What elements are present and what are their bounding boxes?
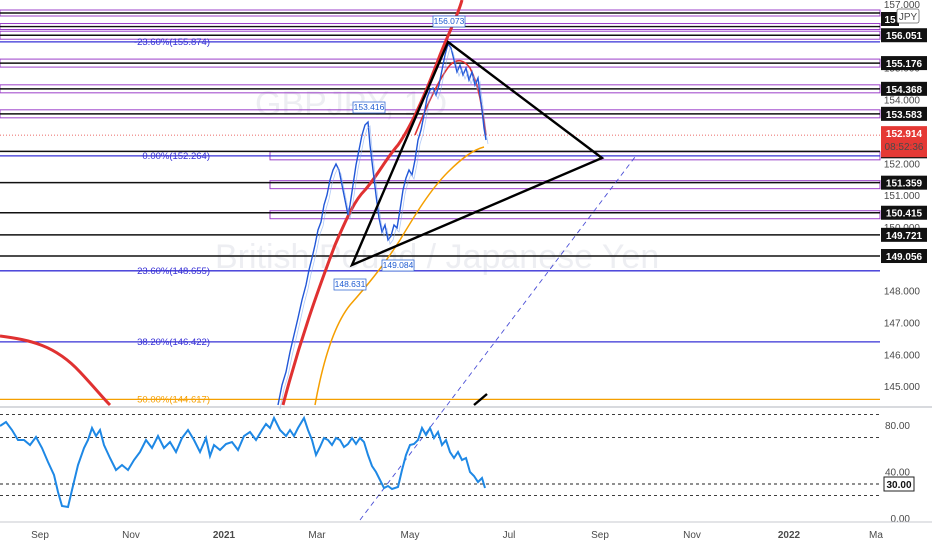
annotation-label: 148.631 [335,279,366,289]
price-tag [881,249,927,264]
annotation-label: 149.084 [383,260,414,270]
sma-fast-line [281,0,464,406]
annotation-label: 153.416 [354,102,385,112]
rsi-line [0,415,486,509]
x-tick-label: Sep [31,530,49,541]
sma-slow-line [314,146,485,406]
y-tick-label: 154.000 [884,96,921,107]
x-tick-label: 2022 [778,530,801,541]
annotation-box [432,15,466,28]
watermark-symbol: GBPJPY, 1D [255,85,447,123]
y-tick-label: 147.000 [884,319,921,330]
y-tick-label: 151.000 [884,191,921,202]
x-tick-label: Jul [503,530,516,541]
price-tag-label: 149.056 [886,252,923,263]
fib-level-label: 23.60%(148.655) [137,266,210,277]
price-tag-label: 151.359 [886,179,923,190]
y-tick-label: 157.000 [884,0,921,11]
price-tag [881,56,927,71]
price-tag [881,28,927,43]
rsi-tick-label: 0.00 [891,514,911,525]
y-tick-label: 148.000 [884,287,921,298]
annotation-box [333,278,367,291]
x-tick-label: Sep [591,530,609,541]
fib-level-label: 50.00%(144.617) [137,394,210,405]
price-tag [881,106,927,121]
rsi-value-label: 30.00 [886,480,911,491]
fib-level-label: 0.00%(152.264) [142,151,210,162]
y-tick-label: 152.000 [884,159,921,170]
x-tick-label: May [401,530,420,541]
currency-label: JPY [899,12,918,23]
x-tick-label: Nov [122,530,140,541]
price-line [277,42,487,406]
price-tag [881,175,927,190]
rsi-tick-label: 80.00 [885,421,910,432]
annotation-box [352,101,386,114]
support-band [269,210,881,220]
price-tag-label: 149.721 [886,231,923,242]
fib-level-label: -23.60%(155.874) [134,37,210,48]
price-tag [881,81,927,96]
currency-badge[interactable] [896,8,920,24]
countdown-label: 08:52:36 [885,142,924,153]
fib-level-label: 38.20%(146.422) [137,337,210,348]
rsi-tick-label: 40.00 [885,467,910,478]
support-band [269,180,881,190]
price-tag-label: 15 [884,15,896,26]
y-tick-label: 145.000 [884,382,921,393]
price-tag-label: 156.051 [886,31,923,42]
price-tag-label: 150.415 [886,209,923,220]
x-tick-label: 2021 [213,530,236,541]
price-tag [881,205,927,220]
dashed-trendline [359,156,636,521]
price-tag [881,227,927,242]
triangle-pattern [349,40,605,268]
y-tick-label: 146.000 [884,350,921,361]
pattern-arrow [473,393,488,406]
annotation-label: 156.073 [434,16,465,26]
price-tag-label: 153.583 [886,110,923,121]
price-tag-label: 154.368 [886,85,923,96]
long-sma-line [0,334,112,407]
price-band-line [279,47,489,410]
x-tick-label: Nov [683,530,701,541]
rsi-value-tag [883,476,915,492]
annotation-box [381,259,415,272]
price-tag [881,12,899,26]
x-tick-label: Ma [869,530,883,541]
current-price-label: 152.914 [886,129,923,140]
price-tag-label: 155.176 [886,59,923,70]
current-price-tag [881,126,927,158]
x-tick-label: Mar [308,530,326,541]
watermark-name: British Pound / Japanese Yen [215,238,659,276]
